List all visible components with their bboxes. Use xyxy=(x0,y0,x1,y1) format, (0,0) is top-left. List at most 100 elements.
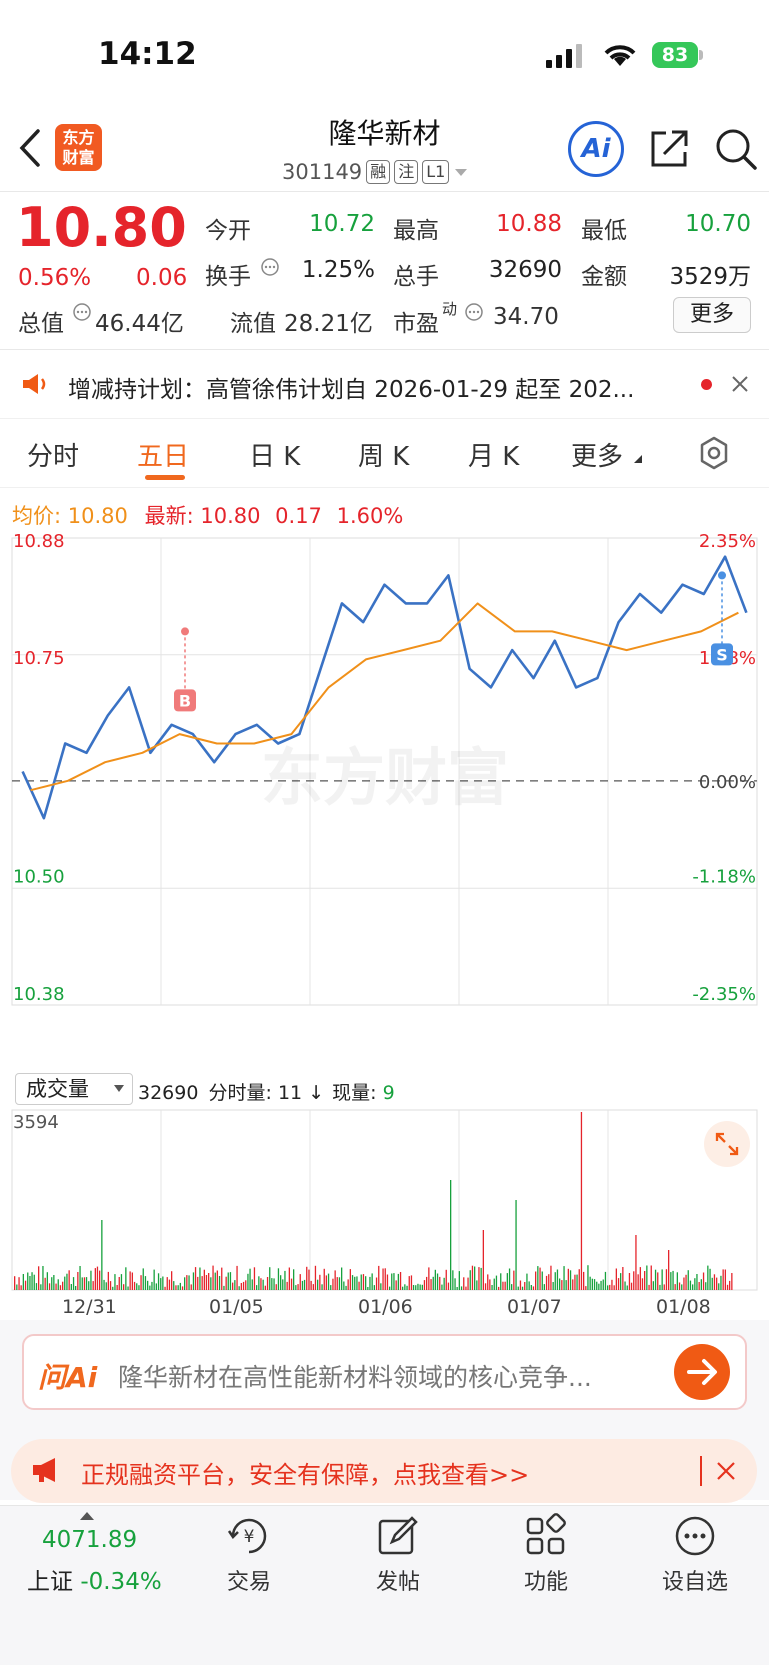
volume-bar xyxy=(722,1269,724,1290)
volume-bar xyxy=(609,1284,611,1290)
volume-bar xyxy=(334,1270,336,1290)
volume-bar xyxy=(247,1273,249,1290)
down-arrow-icon: ↓ xyxy=(308,1082,325,1104)
volume-bar xyxy=(709,1268,711,1290)
volume-bar xyxy=(550,1265,552,1290)
volume-bar xyxy=(131,1272,133,1290)
indicator-select[interactable]: 成交量 xyxy=(15,1073,133,1105)
info-icon[interactable] xyxy=(260,257,280,277)
volume-bar xyxy=(288,1267,290,1290)
y-tick-right: -2.35% xyxy=(692,984,756,1005)
volume-bar xyxy=(166,1277,168,1290)
five-day-price-chart[interactable]: 东方财富10.8810.7510.5010.382.35%1.18%0.00%-… xyxy=(0,530,769,1075)
volume-bar xyxy=(591,1278,593,1290)
promo-banner[interactable] xyxy=(11,1439,757,1503)
nav-watchlist[interactable]: 设自选 xyxy=(661,1570,728,1595)
volume-bar xyxy=(164,1286,166,1290)
grid-icon[interactable] xyxy=(522,1512,570,1560)
volume-bar xyxy=(218,1276,221,1290)
close-icon[interactable] xyxy=(731,375,749,393)
low-value: 10.70 xyxy=(685,211,751,237)
volume-bar xyxy=(373,1285,375,1290)
volume-bar xyxy=(290,1278,293,1290)
nav-functions[interactable]: 功能 xyxy=(523,1570,568,1595)
volume-bar xyxy=(382,1268,384,1290)
notice-text[interactable]: 增减持计划：高管徐伟计划自 2026-01-29 起至 202... xyxy=(68,377,635,403)
promo-text[interactable]: 正规融资平台，安全有保障，点我查看>> xyxy=(81,1461,530,1489)
volume-bar xyxy=(349,1269,351,1290)
nav-trade[interactable]: 交易 xyxy=(226,1570,271,1595)
high-label: 最高 xyxy=(393,218,439,244)
search-icon[interactable] xyxy=(714,127,758,171)
volume-bar xyxy=(38,1266,40,1290)
volume-bar xyxy=(545,1275,548,1290)
volume-max-label: 3594 xyxy=(13,1112,59,1133)
volume-bar xyxy=(325,1275,327,1290)
volume-bar xyxy=(314,1265,317,1290)
volume-bar xyxy=(155,1283,157,1290)
volume-bar xyxy=(120,1274,123,1290)
volume-chart[interactable] xyxy=(0,1105,769,1295)
back-icon[interactable] xyxy=(18,128,42,168)
volume-bar xyxy=(524,1282,526,1290)
minute-volume-label: 分时量: xyxy=(208,1082,272,1104)
volume-bar xyxy=(216,1270,218,1290)
ask-ai-prompt[interactable]: 隆华新材在高性能新材料领域的核心竞争... xyxy=(118,1363,592,1392)
turnover-value: 1.25% xyxy=(301,257,375,283)
volume-bar xyxy=(192,1272,195,1290)
volume-bar xyxy=(310,1280,312,1290)
volume-bar xyxy=(29,1276,31,1290)
volume-bar xyxy=(543,1284,545,1290)
info-icon[interactable] xyxy=(72,302,92,322)
dropdown-icon[interactable] xyxy=(453,166,469,178)
more-quote-button[interactable]: 更多 xyxy=(673,297,751,333)
volume-bar xyxy=(142,1268,144,1290)
date-label: 01/08 xyxy=(656,1296,711,1318)
open-value: 10.72 xyxy=(309,211,375,237)
gear-icon[interactable] xyxy=(697,436,731,470)
tab-intraday[interactable]: 分时 xyxy=(27,442,80,472)
ask-ai-submit[interactable] xyxy=(674,1344,730,1400)
date-label: 12/31 xyxy=(62,1296,117,1318)
ai-button[interactable]: Ai xyxy=(568,121,624,177)
volume-bar xyxy=(138,1285,140,1290)
index-value[interactable]: 4071.89 xyxy=(42,1527,138,1553)
pe-dynamic-sup: 动 xyxy=(442,300,458,318)
volume-bar xyxy=(384,1268,386,1290)
close-icon[interactable] xyxy=(716,1461,736,1481)
tab-five-day[interactable]: 五日 xyxy=(137,442,190,472)
volume-bar xyxy=(33,1274,35,1290)
tab-weekly-k[interactable]: 周 K xyxy=(358,442,410,472)
compose-icon[interactable] xyxy=(374,1512,422,1560)
share-icon[interactable] xyxy=(648,127,690,169)
volume-bar xyxy=(14,1276,16,1290)
volume-bar xyxy=(327,1273,330,1290)
more-dots-icon[interactable] xyxy=(671,1512,719,1560)
volume-bar xyxy=(454,1278,456,1290)
volume-bar xyxy=(240,1283,242,1290)
volume-bar xyxy=(452,1270,454,1290)
nav-post[interactable]: 发帖 xyxy=(375,1570,420,1595)
volume-bar xyxy=(724,1269,726,1290)
volume-bar xyxy=(330,1285,332,1290)
tab-more[interactable]: 更多 xyxy=(571,442,624,472)
tab-monthly-k[interactable]: 月 K xyxy=(468,442,520,472)
ask-ai-box[interactable] xyxy=(22,1334,747,1410)
volume-bar xyxy=(687,1270,689,1290)
expand-button[interactable] xyxy=(704,1121,750,1167)
volume-bar xyxy=(652,1281,654,1290)
volume-bar xyxy=(578,1269,580,1290)
trade-icon[interactable]: ¥ xyxy=(225,1512,273,1560)
tab-daily-k[interactable]: 日 K xyxy=(249,442,301,472)
volume-bar xyxy=(225,1276,227,1290)
info-icon[interactable] xyxy=(464,302,484,322)
volume-bar xyxy=(559,1278,561,1290)
volume-bar xyxy=(380,1283,382,1290)
volume-bar xyxy=(20,1285,22,1290)
volume-bar xyxy=(487,1274,489,1290)
volume-bar xyxy=(685,1274,687,1290)
volume-bar xyxy=(583,1271,585,1290)
index-ticker[interactable]: 上证 -0.34% xyxy=(27,1562,162,1596)
volume-value: 32690 xyxy=(488,257,562,283)
volume-bar xyxy=(500,1273,502,1290)
